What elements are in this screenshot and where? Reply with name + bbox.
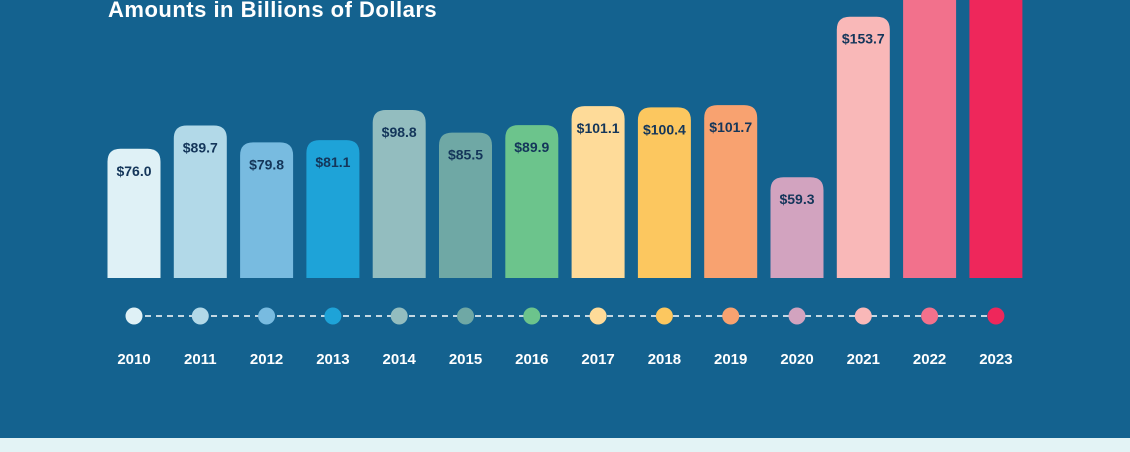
bar-2011: [173, 125, 227, 278]
year-label-2016: 2016: [515, 351, 548, 368]
bar-value-label-2016: $89.9: [514, 139, 549, 155]
timeline-dot-2023: [987, 307, 1005, 325]
timeline-dot-2012: [258, 307, 276, 325]
bar-2014: [372, 110, 426, 278]
year-label-2010: 2010: [117, 351, 150, 368]
year-label-2021: 2021: [847, 351, 880, 368]
bar-value-label-2014: $98.8: [382, 124, 417, 140]
timeline-dot-2020: [788, 307, 806, 325]
year-label-2019: 2019: [714, 351, 747, 368]
timeline-dot-2022: [921, 307, 939, 325]
bar-2015: [439, 132, 492, 278]
bar-2022: [903, 0, 957, 278]
bar-2019: [704, 105, 758, 278]
chart-subtitle: Amounts in Billions of Dollars: [108, 0, 438, 22]
year-label-2017: 2017: [581, 351, 614, 368]
bar-2023: [969, 0, 1023, 278]
bar-value-label-2021: $153.7: [842, 31, 885, 47]
bar-2012: [240, 142, 294, 278]
timeline-dot-2017: [589, 307, 607, 325]
year-label-2023: 2023: [979, 351, 1012, 368]
bar-2010: [107, 148, 161, 278]
timeline-dot-2016: [523, 307, 541, 325]
bar-value-label-2010: $76.0: [116, 163, 151, 179]
year-label-2014: 2014: [383, 351, 417, 368]
bar-2017: [571, 106, 625, 278]
bar-2018: [637, 107, 691, 278]
year-label-2013: 2013: [316, 351, 349, 368]
bar-2020: [770, 177, 824, 278]
timeline-dot-2019: [722, 307, 740, 325]
timeline-dot-2013: [324, 307, 342, 325]
year-label-2012: 2012: [250, 351, 283, 368]
bar-value-label-2018: $100.4: [643, 121, 686, 137]
year-label-2015: 2015: [449, 351, 482, 368]
timeline-dot-2015: [457, 307, 474, 325]
bar-value-label-2015: $85.5: [448, 147, 483, 163]
timeline-dot-2010: [125, 307, 143, 325]
bar-value-label-2017: $101.1: [577, 120, 620, 136]
bar-value-label-2019: $101.7: [709, 119, 752, 135]
timeline-dot-2011: [191, 307, 209, 325]
bar-value-label-2012: $79.8: [249, 156, 284, 172]
timeline-dot-2021: [854, 307, 872, 325]
bar-2013: [306, 140, 360, 278]
timeline-dot-2014: [390, 307, 408, 325]
bar-2016: [505, 125, 559, 278]
year-label-2011: 2011: [184, 351, 217, 368]
footer-band: [0, 438, 1130, 452]
bar-2021: [836, 16, 890, 279]
year-label-2020: 2020: [780, 351, 813, 368]
bar-value-label-2011: $89.7: [183, 140, 218, 156]
year-label-2022: 2022: [913, 351, 946, 368]
bar-value-label-2020: $59.3: [779, 191, 814, 207]
year-label-2018: 2018: [648, 351, 681, 368]
timeline-dot-2018: [655, 307, 673, 325]
bar-value-label-2013: $81.1: [315, 154, 350, 170]
